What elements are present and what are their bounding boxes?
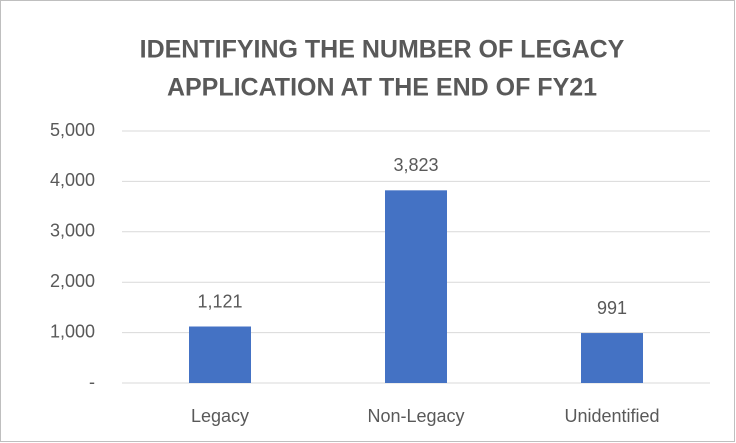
x-tick-label: Non-Legacy [367,406,464,426]
bar [189,326,251,383]
y-tick-label: 3,000 [50,221,95,241]
data-label: 3,823 [393,155,438,175]
data-label: 991 [597,298,627,318]
bar [385,190,447,383]
y-tick-label: 5,000 [50,120,95,140]
y-tick-label: 2,000 [50,271,95,291]
x-tick-label: Legacy [191,406,249,426]
chart-title: IDENTIFYING THE NUMBER OF LEGACY [140,36,625,64]
y-tick-label: 1,000 [50,321,95,341]
data-label: 1,121 [197,291,242,311]
x-tick-label: Unidentified [564,406,659,426]
y-tick-label: - [89,372,95,392]
chart-title: APPLICATION AT THE END OF FY21 [167,74,597,102]
bar [581,333,643,383]
y-tick-label: 4,000 [50,170,95,190]
